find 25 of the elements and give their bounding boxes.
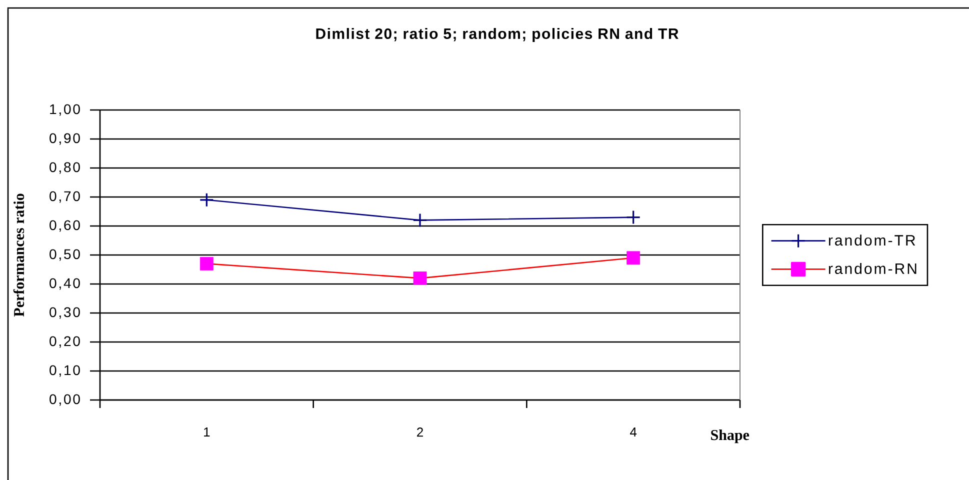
chart-title: Dimlist 20; ratio 5; random; policies RN and TR	[316, 28, 678, 42]
legend-label: random-RN	[828, 263, 916, 274]
y-tick-label: 0,90	[50, 133, 80, 145]
point	[626, 251, 640, 265]
point	[413, 272, 427, 285]
y-tick-label: 0,50	[50, 249, 80, 261]
y-tick-label: 0,10	[50, 365, 80, 377]
x-tick-label: 4	[630, 428, 637, 436]
y-tick-label: 0,20	[50, 336, 80, 348]
y-axis-title: Performances ratio	[13, 194, 24, 317]
point	[200, 256, 214, 270]
y-tick-label: 0,80	[50, 162, 80, 174]
x-axis-title: Shape	[711, 430, 750, 444]
legend-label: random-TR	[828, 234, 916, 246]
x-tick-label: 1	[204, 428, 210, 436]
y-tick-label: 0,40	[50, 278, 80, 290]
point	[626, 210, 641, 225]
y-tick-label: 1,00	[50, 104, 80, 116]
y-tick-label: 0,30	[50, 307, 80, 319]
y-tick-label: 0,70	[50, 191, 80, 203]
x-tick-label: 2	[417, 428, 423, 437]
point	[199, 192, 214, 208]
point	[412, 212, 428, 228]
y-tick-label: 0,60	[50, 220, 80, 232]
y-tick-label: 0,00	[50, 394, 80, 406]
